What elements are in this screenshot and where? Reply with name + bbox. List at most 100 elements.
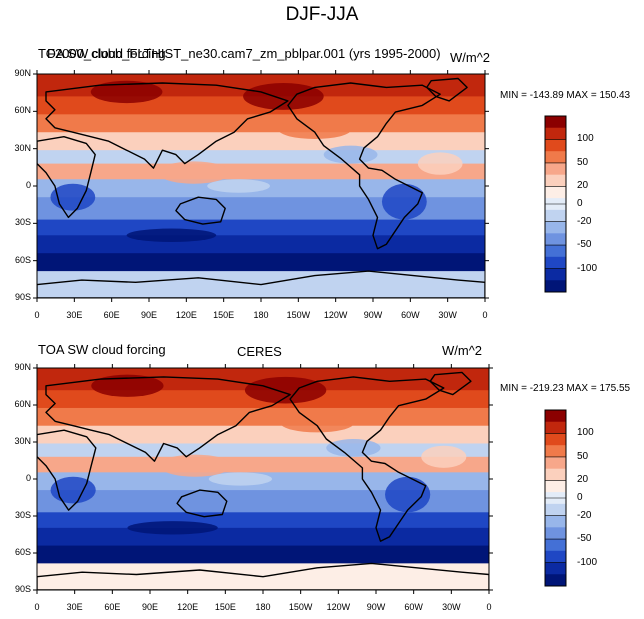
- colorbar-segment: [545, 527, 566, 540]
- lon-tick-label: 150W: [288, 602, 313, 612]
- lat-tick-label: 0: [25, 473, 31, 483]
- lat-tick-label: 90N: [14, 68, 31, 78]
- colorbar-segment: [545, 421, 566, 434]
- panel1-units: W/m^2: [450, 50, 491, 65]
- americas-outline: [287, 82, 441, 250]
- lon-tick-label: 0: [486, 602, 492, 612]
- colorbar-segment: [545, 433, 566, 446]
- eurasia-outline: [45, 82, 289, 169]
- greenland-outline: [426, 77, 468, 102]
- panel2-left-title: TOA SW cloud forcing: [38, 342, 166, 357]
- lat-tick-label: 60S: [14, 254, 31, 265]
- lon-tick-label: 180: [255, 602, 271, 612]
- lon-tick-label: 120E: [177, 602, 199, 612]
- panel2-center-title: CERES: [237, 344, 282, 359]
- lat-tick-label: 90S: [14, 292, 31, 302]
- lon-tick-label: 150E: [214, 602, 236, 612]
- colorbar-segment: [545, 233, 566, 246]
- lon-tick-label: 120W: [323, 310, 348, 320]
- colorbar-label: 0: [577, 492, 583, 503]
- field-patch: [417, 152, 463, 175]
- color-band: [37, 443, 489, 458]
- lon-tick-label: 60W: [401, 310, 420, 320]
- australia-outline: [176, 489, 228, 518]
- colorbar-segment: [545, 139, 566, 152]
- field-patch: [50, 183, 96, 211]
- field-patch: [50, 476, 96, 504]
- colorbar-label: 50: [577, 156, 589, 168]
- colorbar-segment: [545, 410, 566, 423]
- panel1-left-title: TOA SW cloud forcing: [38, 46, 166, 61]
- color-band: [37, 490, 489, 513]
- color-band: [37, 527, 489, 547]
- lon-tick-label: 0: [34, 602, 40, 612]
- color-band: [37, 114, 485, 133]
- field-patch: [281, 414, 354, 433]
- colorbar-label: -50: [577, 239, 592, 251]
- color-band: [37, 425, 489, 445]
- lon-tick-label: 90E: [141, 602, 159, 612]
- colorbar-segment: [545, 209, 566, 222]
- colorbar-segment: [545, 468, 566, 481]
- lon-tick-label: 120E: [175, 310, 197, 320]
- lat-tick-label: 60N: [14, 105, 31, 116]
- color-band: [37, 407, 489, 427]
- field-patch: [326, 439, 381, 457]
- colorbar-segment: [545, 162, 566, 176]
- colorbar-segment: [545, 539, 566, 552]
- colorbar-segment: [545, 503, 566, 516]
- colorbar-label: 20: [577, 474, 589, 486]
- color-band: [37, 235, 485, 254]
- antarctica-outline: [37, 270, 485, 298]
- lon-tick-label: 120W: [326, 602, 351, 612]
- color-band: [37, 197, 485, 221]
- americas-outline: [289, 376, 445, 542]
- africa-outline: [37, 136, 96, 219]
- lat-tick-label: 90N: [14, 362, 31, 372]
- colorbar-segment: [545, 221, 566, 234]
- field-patch: [208, 472, 273, 486]
- color-band: [37, 456, 489, 473]
- map-panel-2: [37, 368, 489, 590]
- colorbar-segment: [545, 151, 566, 164]
- colorbar-segment: [545, 480, 566, 493]
- lon-tick-label: 90W: [366, 602, 386, 612]
- colorbar-segment: [545, 515, 566, 528]
- colorbar-label: -50: [577, 533, 592, 545]
- color-band: [37, 512, 489, 529]
- colorbar-segment: [545, 116, 566, 129]
- lon-tick-label: 30E: [66, 310, 83, 320]
- colorbar-label: 20: [577, 180, 589, 192]
- colorbar-segment: [545, 550, 566, 563]
- colorbar-label: 0: [577, 198, 583, 209]
- field-patch: [385, 476, 431, 513]
- colorbar-segment: [545, 256, 566, 269]
- colorbar-segment: [545, 445, 566, 458]
- color-band: [37, 132, 485, 151]
- field-patch: [243, 82, 324, 110]
- field-patch: [244, 376, 327, 404]
- lat-tick-label: 30S: [14, 510, 31, 520]
- color-band: [37, 253, 485, 272]
- panel2-stats: MIN = -219.23 MAX = 175.55: [500, 383, 631, 394]
- greenland-outline: [429, 371, 472, 396]
- colorbar-segment: [545, 127, 566, 140]
- colorbar-segment: [545, 562, 566, 575]
- lat-tick-label: 30S: [14, 217, 31, 228]
- lon-tick-label: 0: [34, 310, 40, 320]
- lon-tick-label: 60W: [404, 602, 423, 612]
- panel1-center-title: F2000_clubb_FLTHIST_ne30.cam7_zm_pblpar.…: [47, 46, 441, 61]
- colorbar-label: -100: [577, 262, 598, 274]
- colorbar-label: -100: [577, 556, 598, 568]
- lon-tick-label: 30W: [442, 602, 461, 612]
- africa-outline: [37, 429, 97, 511]
- colorbar-segment: [545, 174, 566, 187]
- colorbar-label: 100: [577, 427, 594, 439]
- main-title: DJF-JJA: [285, 4, 359, 25]
- colorbar-segment: [545, 186, 566, 199]
- lon-tick-label: 90E: [140, 310, 158, 320]
- lon-tick-label: 30W: [438, 310, 457, 320]
- field-patch: [421, 445, 467, 468]
- field-patch: [127, 521, 218, 535]
- field-patch: [381, 183, 427, 220]
